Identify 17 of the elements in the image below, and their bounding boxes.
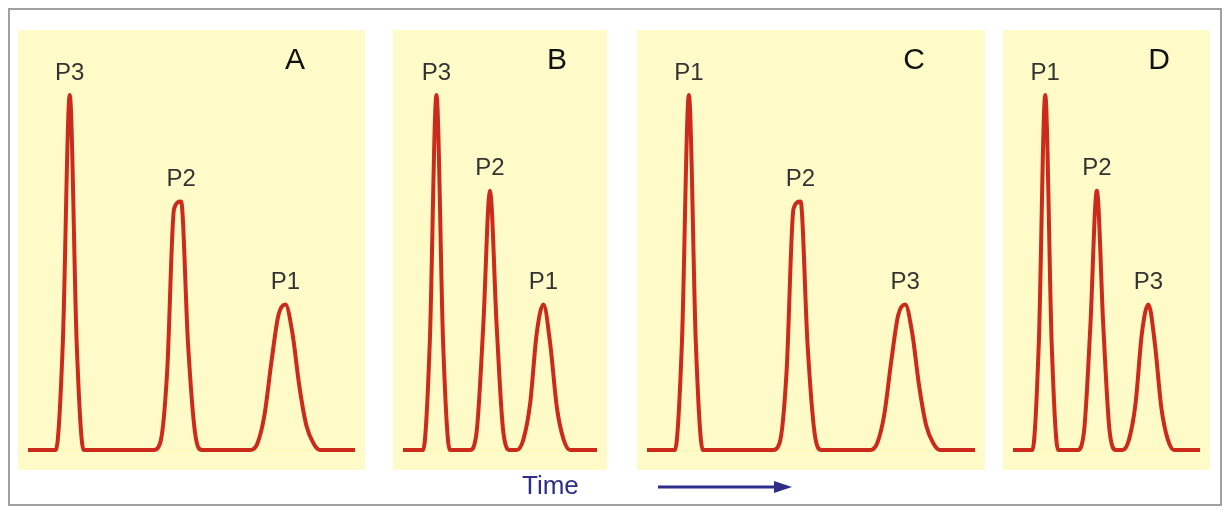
chart-title: A [284,42,305,76]
annotation: P3 [890,267,920,295]
annotation: P1 [270,267,301,295]
annotation: P1 [1030,57,1060,85]
annotation: P1 [674,57,704,85]
x-axis-title: Time [522,470,579,501]
annotation: P2 [166,164,196,192]
annotation: P3 [1133,267,1164,295]
annotation: P2 [475,153,505,181]
annotation: P1 [528,267,559,295]
annotation: P2 [1082,153,1112,181]
chart-title: D [1148,42,1170,76]
annotation: P3 [55,57,85,85]
chart-title: B [546,42,567,76]
chart-title: C [903,42,925,76]
annotation: P2 [785,164,816,192]
annotation: P3 [421,57,452,85]
